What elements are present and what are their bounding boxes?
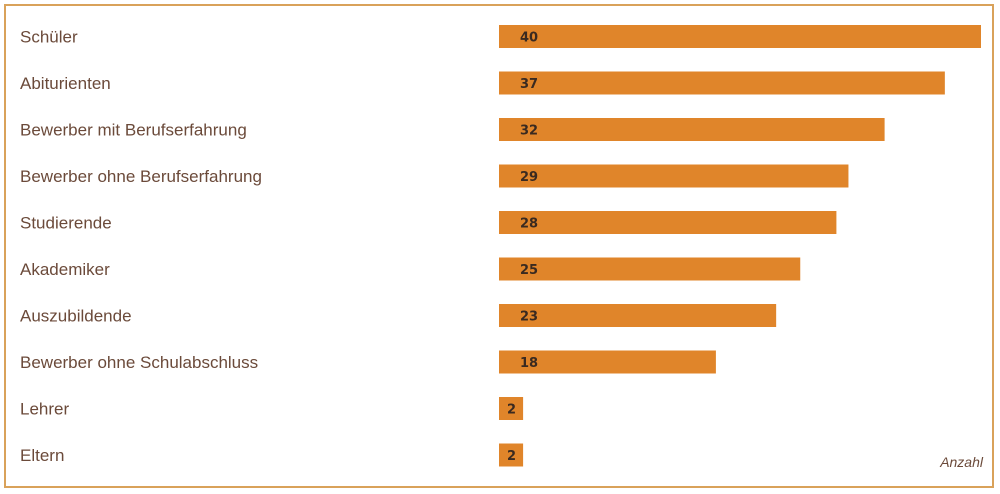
category-label: Eltern	[20, 446, 64, 465]
value-label: 28	[520, 217, 538, 232]
bar	[499, 118, 885, 141]
category-labels: Schüler Abiturienten Bewerber mit Berufser…	[20, 28, 262, 466]
value-label: 2	[507, 449, 516, 464]
value-label: 18	[520, 356, 538, 371]
category-label: Lehrer	[20, 400, 69, 419]
category-label: Bewerber mit Berufserfahrung	[20, 121, 247, 140]
bar	[499, 211, 837, 234]
x-axis-label: Anzahl	[939, 454, 984, 470]
bar	[499, 25, 981, 48]
category-label: Studierende	[20, 214, 112, 233]
value-label: 40	[520, 31, 538, 46]
bar	[499, 443, 524, 467]
bars	[499, 25, 981, 467]
value-label: 32	[520, 124, 538, 139]
bar	[499, 257, 801, 281]
value-label: 2	[507, 403, 516, 418]
value-labels: 40 37 32 29 28 25 23 18 2 2	[507, 31, 538, 465]
category-label: Bewerber ohne Schulabschluss	[20, 353, 258, 372]
category-label: Schüler	[20, 28, 78, 47]
value-label: 23	[520, 310, 538, 325]
value-label: 25	[520, 263, 538, 278]
value-label: 29	[520, 170, 538, 185]
bar	[499, 164, 849, 188]
category-label: Abiturienten	[20, 74, 111, 93]
bar	[499, 71, 945, 95]
category-label: Akademiker	[20, 260, 110, 279]
category-label: Auszubildende	[20, 307, 132, 326]
bar	[499, 397, 524, 420]
bar	[499, 304, 777, 327]
bar	[499, 350, 716, 374]
value-label: 37	[520, 77, 538, 92]
category-label: Bewerber ohne Berufserfahrung	[20, 167, 262, 186]
